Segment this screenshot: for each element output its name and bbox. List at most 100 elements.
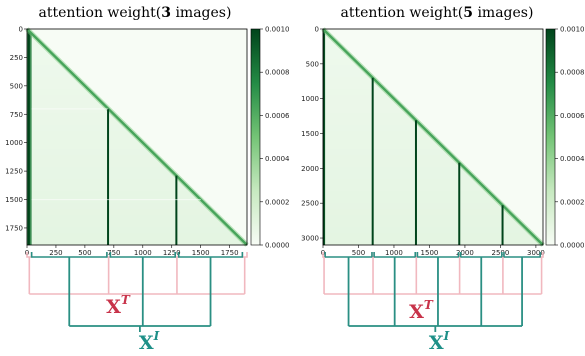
x-tick-label: 1750 [221, 249, 239, 257]
x-tick-label: 250 [49, 249, 62, 257]
attention-row-band [27, 65, 70, 71]
y-tick-label: 750 [10, 111, 23, 119]
colorbar-gradient [545, 28, 556, 246]
colorbar-tick-label: 0.0004 [265, 155, 290, 163]
attention-row-band [27, 167, 174, 173]
attention-row-band [27, 113, 119, 119]
attention-row-band [27, 155, 162, 161]
x-tick-label: 500 [352, 249, 365, 257]
attention-row-band [323, 125, 427, 131]
y-tick-label: 1250 [5, 168, 23, 176]
heatmap-panel-3-images: attention weight(3 images) 0 250 500 750 100… [5, 5, 290, 354]
x-tick-label: 2500 [492, 249, 510, 257]
attention-row-band [27, 227, 235, 233]
colorbar-tick-label: 0.0000 [265, 242, 290, 250]
attention-row-band [27, 53, 58, 59]
y-tick-label: 1000 [5, 139, 23, 147]
attention-row-band [323, 203, 507, 209]
colorbar-tick-label: 0.0006 [265, 112, 290, 120]
y-tick-label: 1000 [301, 95, 319, 103]
y-tick-label: 2000 [301, 165, 319, 173]
attention-row-band [323, 239, 543, 245]
attention-row-band [323, 113, 415, 119]
y-tick-label: 1750 [5, 224, 23, 232]
attention-row-band [27, 191, 199, 197]
segment-braces [26, 252, 248, 332]
attention-row-band [27, 173, 180, 179]
attention-row-band [27, 107, 113, 113]
attention-row-band [27, 71, 76, 77]
attention-row-band [323, 221, 525, 227]
attention-row-band [27, 101, 107, 107]
attention-row-band [27, 221, 229, 227]
image-segment-bracket [30, 252, 108, 258]
attention-row-band [323, 191, 495, 197]
x-tick-label: 1500 [421, 249, 439, 257]
colorbar-tick-label: 0.0002 [265, 198, 290, 206]
attention-row-band [27, 233, 241, 239]
colorbar-tick-label: 0.0008 [560, 69, 585, 77]
attention-row-band [323, 161, 464, 167]
colorbar-gradient [250, 28, 261, 246]
attention-row-band [323, 131, 433, 137]
attention-row-band [323, 101, 403, 107]
attention-row-band [27, 137, 144, 143]
attention-row-band [323, 233, 537, 239]
y-tick-label: 1500 [5, 196, 23, 204]
plot-frame [322, 28, 544, 246]
text-token-symbol: XT [106, 293, 131, 318]
attention-row-band [323, 197, 501, 203]
colorbar: 0.0000 0.0002 0.0004 0.0006 0.0008 0.0010 [250, 26, 290, 250]
attention-row-band [323, 83, 385, 89]
attention-row-band [323, 155, 458, 161]
attention-row-band [27, 161, 168, 167]
colorbar-tick-label: 0.0002 [560, 198, 585, 206]
x-tick-label: 500 [78, 249, 91, 257]
attention-row-band [323, 179, 482, 185]
attention-row-band [27, 179, 186, 185]
attention-row-band [27, 203, 211, 209]
y-tick-label: 0 [315, 26, 319, 34]
colorbar: 0.0000 0.0002 0.0004 0.0006 0.0008 0.0010 [545, 26, 585, 250]
y-tick-label: 2500 [301, 200, 319, 208]
attention-diagonal [322, 28, 544, 246]
attention-row-band [323, 143, 446, 149]
attention-row-band [27, 59, 64, 65]
attention-row-band [27, 77, 82, 83]
y-tick-label: 500 [10, 82, 23, 90]
y-tick-label: 3000 [301, 235, 319, 243]
y-tick-label: 250 [10, 54, 23, 62]
x-tick-label: 1000 [134, 249, 152, 257]
x-tick-label: 1250 [163, 249, 181, 257]
y-tick-label: 500 [306, 60, 319, 68]
attention-row-band [27, 239, 247, 245]
attention-row-band [27, 143, 150, 149]
attention-row-band [27, 89, 95, 95]
attention-row-band [323, 167, 470, 173]
attention-row-band [323, 173, 476, 179]
attention-row-band [323, 71, 372, 77]
colorbar-tick-label: 0.0010 [265, 26, 290, 34]
x-tick-label: 1000 [385, 249, 403, 257]
attention-row-band [27, 209, 217, 215]
attention-row-band [27, 95, 101, 101]
attention-row-band [27, 131, 137, 137]
colorbar-tick-label: 0.0004 [560, 155, 585, 163]
colorbar-tick-label: 0.0000 [560, 242, 585, 250]
panel-title: attention weight(3 images) [39, 5, 232, 21]
heatmap-plot-area: 0 500 1000 1500 2000 2500 30000500100015002000… [301, 26, 545, 258]
attention-row-band [323, 137, 440, 143]
attention-row-band [323, 65, 366, 71]
text-token-symbol: XT [409, 298, 434, 323]
attention-row-band [27, 119, 125, 125]
attention-row-band [323, 53, 354, 59]
attention-row-band [323, 209, 513, 215]
x-tick-label: 2000 [456, 249, 474, 257]
attention-diagonal [26, 28, 248, 246]
heatmap-panel-5-images: attention weight(5 images) 0 500 1000 1500 2… [301, 5, 585, 354]
attention-row-band [323, 149, 452, 155]
attention-row-band [27, 125, 131, 131]
colorbar-tick-label: 0.0010 [560, 26, 585, 34]
attention-row-band [27, 83, 89, 89]
